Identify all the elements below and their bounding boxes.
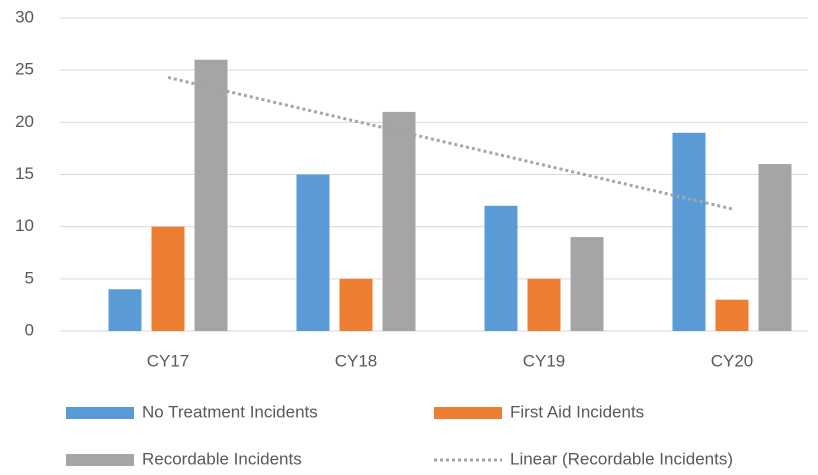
y-tick-label: 15 — [15, 164, 34, 183]
bar — [672, 132, 706, 331]
y-tick-label: 0 — [25, 320, 34, 339]
y-tick-label: 5 — [25, 268, 34, 287]
y-tick-label: 20 — [15, 112, 34, 131]
bar — [570, 237, 604, 331]
x-tick-label: CY20 — [711, 351, 754, 370]
y-tick-label: 25 — [15, 60, 34, 79]
bar — [382, 111, 416, 332]
legend-swatch — [434, 407, 502, 419]
legend-swatch — [66, 454, 134, 466]
bar — [194, 59, 228, 331]
y-tick-label: 30 — [15, 7, 34, 26]
bar — [484, 205, 518, 331]
bar — [339, 278, 373, 331]
x-tick-label: CY17 — [147, 351, 190, 370]
trend-line — [167, 76, 733, 211]
legend-label: First Aid Incidents — [510, 402, 644, 421]
bar — [108, 289, 142, 331]
legend-label: No Treatment Incidents — [142, 402, 318, 421]
legend-swatch — [66, 407, 134, 419]
bar — [715, 299, 749, 331]
x-tick-label: CY19 — [523, 351, 566, 370]
legend-label: Linear (Recordable Incidents) — [510, 449, 733, 468]
bar — [296, 174, 330, 331]
legend-label: Recordable Incidents — [142, 449, 302, 468]
bar — [527, 278, 561, 331]
x-tick-label: CY18 — [335, 351, 378, 370]
bar — [151, 226, 185, 331]
bar — [758, 164, 792, 331]
y-tick-label: 10 — [15, 216, 34, 235]
